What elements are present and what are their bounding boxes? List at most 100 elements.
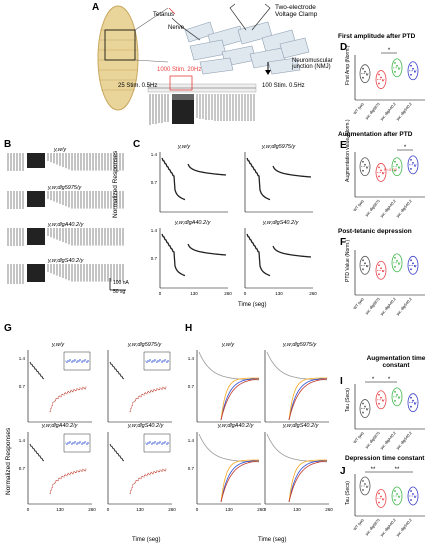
gh-ytick: 1.4 (19, 356, 26, 361)
violin-point (366, 73, 368, 76)
h-fit-curve (220, 460, 260, 503)
g-genotype-4: y,w;dlgS40.2/y (128, 423, 164, 429)
violin-point (410, 396, 412, 399)
violin-point (394, 61, 396, 64)
gh-xtick: 0 (27, 507, 30, 512)
violin-shape (375, 489, 387, 508)
g-inset-residual (145, 440, 170, 446)
h-plot-4: 130 260 0 (264, 432, 333, 512)
c-plot-1: 1.4 0.7 (151, 152, 228, 213)
b-scale-time: 50 sg (113, 289, 126, 295)
h-plot-1: 1.4 0.7 (188, 350, 261, 423)
violin-shape (407, 486, 419, 506)
nerve-label: Nerve (168, 25, 185, 31)
gh-xtick: 130 (136, 507, 144, 512)
g-data-line (109, 361, 125, 380)
panel-label-d: D (340, 42, 348, 53)
violin-shape (359, 157, 371, 177)
gh-ytick: 1.4 (188, 356, 195, 361)
violin-point (412, 262, 414, 265)
gh-ytick: 0.7 (188, 466, 195, 471)
g-data-line (109, 443, 125, 462)
b-tetanus-block (27, 264, 45, 282)
violin-point (410, 73, 412, 76)
c-series-line (246, 233, 312, 277)
violin-point (396, 259, 398, 262)
violin-point (380, 267, 382, 270)
significance-star: ** (395, 467, 400, 473)
panel-label-i: I (340, 376, 343, 387)
significance-star: * (404, 145, 407, 151)
violin-shape (407, 61, 419, 81)
violin-point (382, 399, 384, 402)
violin-point (394, 399, 396, 402)
b-genotype-3: y,w;dlgA40.2/y (48, 222, 84, 228)
violin-point (362, 169, 364, 172)
c-plot-4: 0 130 260 (244, 228, 317, 296)
c-genotype-1: y,w/y (178, 144, 191, 150)
h-fit-curve (288, 377, 328, 421)
h-fit-curve (288, 378, 328, 421)
g-xlabel: Time (seg) (132, 537, 161, 543)
violin-point (410, 268, 412, 271)
violin-point (366, 166, 368, 169)
violin-point (414, 164, 416, 167)
violin-point (364, 483, 366, 485)
g-inset-residual (65, 358, 90, 364)
panel-label-e: E (340, 140, 347, 151)
g-genotype-1: y,w/y (52, 342, 65, 348)
stim-right-label: 100 Stim. 0.5Hz (262, 83, 305, 89)
violin-point (362, 67, 364, 70)
violin-point (362, 480, 364, 482)
tetanus-label: Tetanus (153, 12, 175, 18)
b-trace-1 (7, 153, 124, 171)
g-fit-line (49, 386, 87, 413)
gh-xtick: 0 (107, 507, 110, 512)
violin-point (396, 64, 398, 67)
g-fit-line (129, 386, 167, 413)
violin-point (398, 496, 400, 498)
violin-point (414, 496, 416, 498)
h-fit-curve (288, 460, 328, 503)
g-fit-line (129, 468, 167, 495)
c-ytick: 0.7 (151, 180, 158, 185)
violin-point (410, 158, 412, 161)
violin-point (364, 163, 366, 166)
g-plot-1: 1.4 0.7 (19, 350, 92, 423)
violin-point (378, 402, 380, 405)
panel-label-f: F (340, 237, 347, 248)
violin-point (414, 265, 416, 268)
g-genotype-2: y,w;dlg5975/y (128, 342, 162, 348)
h-genotype-2: y,w;dlg5975/y (283, 342, 317, 348)
violin-point (414, 70, 416, 73)
g-inset (63, 351, 91, 371)
g-plot-3: 1.4 0.7 130 260 0 (19, 432, 96, 512)
c-xlabel: Time (seg) (238, 302, 267, 308)
violin-point (378, 501, 380, 504)
violin-point (380, 76, 382, 79)
stim-20hz-label: 1000 Stim. 20Hz (157, 67, 202, 73)
gh-ytick: 0.7 (19, 384, 26, 389)
violin-shape (359, 399, 371, 418)
violin-point (394, 256, 396, 259)
violin-shape (407, 393, 419, 413)
b-tetanus-block (27, 153, 45, 168)
c-series-line (161, 233, 227, 277)
h-genotype-4: y,w;dlgS40.2/y (283, 423, 319, 429)
violin-point (394, 160, 396, 163)
e-title: Augmentation after PTD (338, 131, 413, 138)
violin-point (366, 265, 368, 268)
violin-shape (407, 255, 419, 275)
violin-point (364, 262, 366, 265)
violin-shape (391, 253, 403, 273)
panel-label-g: G (4, 323, 12, 334)
significance-star: * (372, 377, 375, 383)
violin-shape (407, 155, 419, 175)
c-xtick: 130 (275, 291, 283, 296)
h-fit-curve (220, 378, 260, 421)
c-genotype-3: y,w;dlgA40.2/y (175, 220, 211, 226)
violin-shape (391, 387, 403, 407)
gh-xtick: 260 (88, 507, 96, 512)
